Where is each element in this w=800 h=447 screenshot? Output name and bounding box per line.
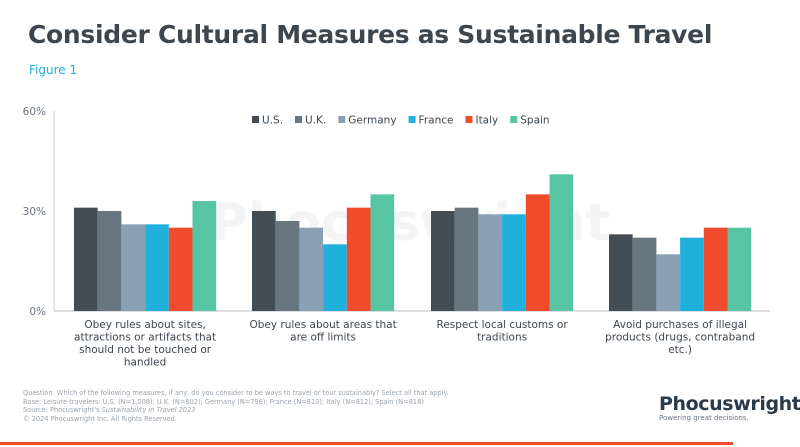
logo-tagline: Powering great decisions. (659, 414, 749, 422)
legend-label: France (419, 115, 454, 127)
bar-france-1 (145, 224, 169, 311)
copyright: © 2024 Phocuswright Inc. All Rights Rese… (23, 414, 177, 423)
bar-us-1 (74, 207, 98, 311)
category-label: Avoid purchases of illegal (613, 319, 747, 331)
bar-uk-1 (97, 211, 122, 311)
y-tick-label: 30% (23, 206, 46, 218)
legend-label: Germany (348, 115, 396, 127)
question-note: Question: Which of the following measure… (23, 389, 449, 397)
category-label: Respect local customs or (437, 319, 569, 331)
legend-swatch (295, 116, 303, 123)
bar-italy-3 (525, 194, 550, 311)
bar-france-3 (502, 214, 526, 311)
category-label: etc.) (668, 344, 692, 356)
legend-label: Spain (520, 115, 549, 127)
bar-france-4 (680, 237, 704, 311)
footnotes: Question: Which of the following measure… (23, 389, 449, 423)
category-label: Obey rules about areas that (249, 319, 396, 331)
bar-germany-4 (656, 254, 681, 311)
legend-swatch (408, 116, 416, 123)
bar-uk-2 (275, 221, 300, 311)
bar-germany-2 (299, 227, 324, 311)
bar-spain-2 (370, 194, 395, 311)
bar-spain-4 (727, 227, 752, 311)
phocuswright-logo: Phocuswright❀ Powering great decisions. (659, 393, 800, 422)
category-label: Obey rules about sites, (84, 319, 206, 331)
logo-name: Phocuswright❀ (659, 393, 800, 415)
legend-swatch (510, 116, 518, 123)
footer-accent-line (0, 442, 733, 445)
page-title: Consider Cultural Measures as Sustainabl… (28, 20, 713, 49)
bar-spain-3 (549, 174, 574, 311)
source-prefix: Source: Phocuswright's (23, 406, 102, 415)
category-label: attractions or artifacts that (74, 332, 216, 344)
bar-france-2 (323, 244, 347, 311)
legend-label: U.K. (305, 115, 326, 127)
bar-uk-3 (454, 207, 479, 311)
figure-label: Figure 1 (29, 63, 78, 77)
bar-us-2 (252, 211, 276, 311)
bar-italy-4 (703, 227, 728, 311)
bar-italy-2 (346, 207, 371, 311)
legend-label: U.S. (262, 115, 283, 127)
legend-label: Italy (475, 115, 498, 127)
bar-germany-1 (121, 224, 146, 311)
category-label: handled (124, 357, 166, 369)
y-tick-label: 60% (23, 106, 46, 118)
category-label: should not be touched or (79, 344, 212, 356)
category-label: traditions (477, 332, 527, 344)
bar-germany-3 (478, 214, 503, 311)
bar-uk-4 (632, 237, 657, 311)
source-note: Source: Phocuswright's Sustainability in… (23, 406, 449, 415)
category-label: are off limits (290, 332, 356, 344)
legend-swatch (338, 116, 346, 123)
base-note: Base: Leisure travelers: U.S. (N=1,008);… (23, 397, 424, 406)
bar-us-4 (609, 234, 633, 311)
legend-swatch (252, 116, 259, 123)
legend-swatch (465, 116, 473, 123)
source-title: Sustainability in Travel 2023 (101, 406, 196, 415)
bar-spain-1 (192, 201, 217, 311)
category-label: products (drugs, contraband (605, 332, 755, 344)
y-tick-label: 0% (29, 306, 46, 318)
bar-italy-1 (168, 227, 193, 311)
bar-us-3 (431, 211, 455, 311)
